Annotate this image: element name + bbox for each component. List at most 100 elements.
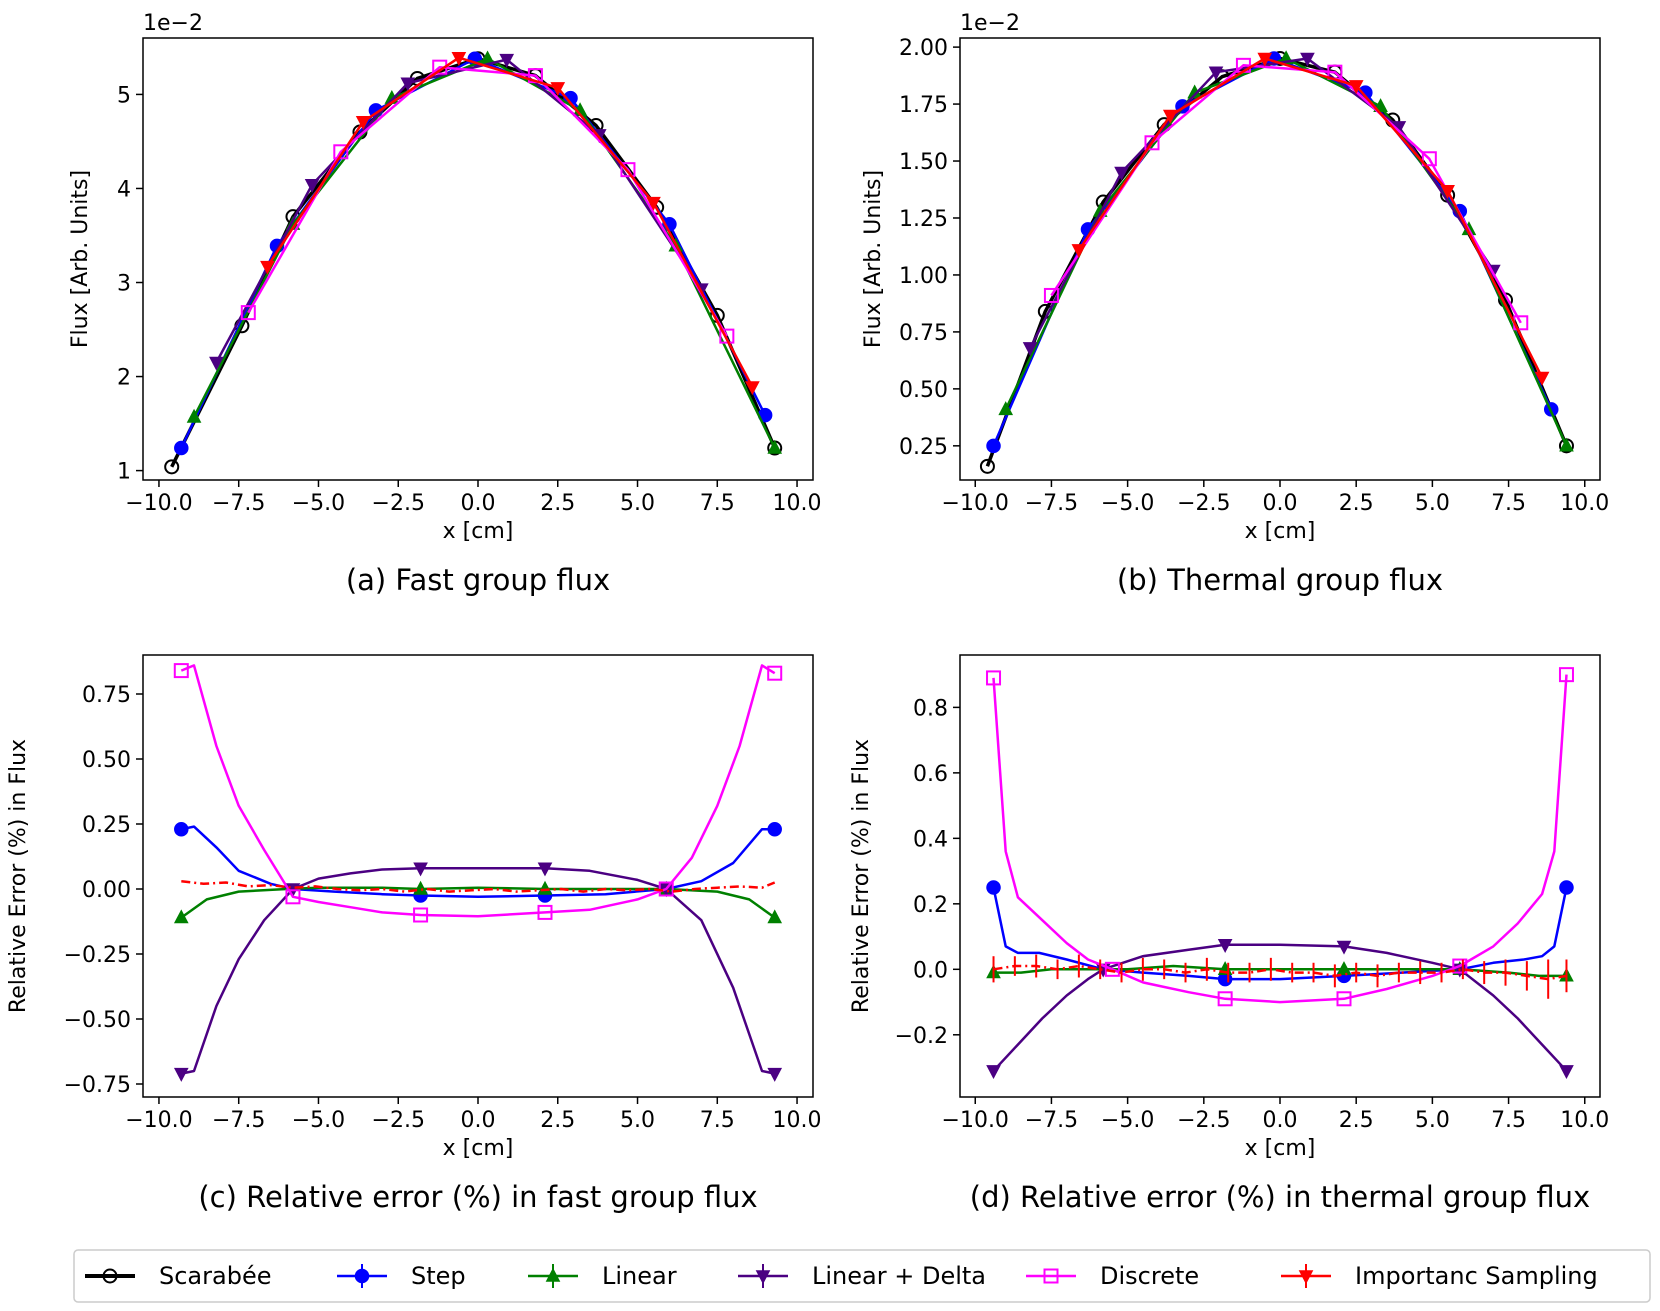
panel-c: −10.0 −7.5 −5.0 −2.5 0.0 2.5 5.0 7.5 10.0 −0.75 −0…: [6, 654, 822, 1214]
legend-label: Discrete: [1100, 1262, 1199, 1290]
x-tick-label: 5.0: [620, 1108, 655, 1133]
legend-marker: [354, 1268, 370, 1284]
x-tick-label: 7.5: [700, 1108, 735, 1133]
data-point-discrete: [240, 305, 256, 321]
y-tick-label: 0.00: [82, 878, 131, 903]
data-point-importanc-sampling: [1534, 371, 1550, 386]
y-tick-label: 1.50: [899, 150, 948, 175]
data-point-linear-delta: [1559, 1065, 1574, 1080]
y-tick-label: 5: [117, 83, 131, 108]
data-point-linear: [1336, 961, 1352, 976]
y-tick-label: −0.50: [64, 1008, 131, 1033]
panel-caption: (b) Thermal group flux: [1117, 563, 1443, 597]
panel-caption: (c) Relative error (%) in fast group flu…: [198, 1180, 757, 1214]
y-tick-label: 0.75: [82, 683, 131, 708]
y-tick-label: 0.2: [913, 893, 948, 918]
data-point-importanc-sampling: [451, 52, 467, 66]
x-tick-label: 0.0: [461, 491, 496, 516]
data-point-discrete: [986, 670, 1002, 686]
panel-b: −10.0 −7.5 −5.0 −2.5 0.0 2.5 5.0 7.5 10.0 0.25 0.5…: [861, 11, 1609, 597]
legend-item-importanc-sampling: Importanc Sampling: [1281, 1262, 1598, 1290]
series-line-linear-delta: [992, 943, 1568, 1072]
data-point-importanc-sampling: [1440, 184, 1455, 199]
data-point-discrete: [719, 328, 735, 344]
y-axis-label: Flux [Arb. Units]: [861, 170, 886, 348]
x-tick-label: −7.5: [1025, 491, 1078, 516]
legend-item-step: Step: [337, 1262, 466, 1290]
x-tick-label: −2.5: [372, 1108, 425, 1133]
legend-marker: [102, 1268, 118, 1284]
data-point-discrete: [333, 144, 349, 160]
data-point-discrete: [1104, 961, 1120, 977]
plot-area: [173, 663, 783, 1082]
legend-item-linear-delta: Linear + Delta: [738, 1262, 986, 1290]
x-tick-label: 0.0: [461, 1108, 496, 1133]
data-point-step: [986, 880, 1001, 895]
panel-caption: (a) Fast group flux: [346, 563, 610, 597]
legend-label: Importanc Sampling: [1355, 1262, 1598, 1290]
data-point-linear-delta: [499, 53, 515, 68]
x-tick-label: 2.5: [540, 491, 575, 516]
y-tick-label: 1.25: [899, 207, 948, 232]
data-point-discrete: [1217, 991, 1233, 1007]
x-tick-label: 0.0: [1263, 1108, 1298, 1133]
data-point-discrete: [537, 904, 553, 920]
x-tick-label: −10.0: [942, 1108, 1009, 1133]
y-tick-label: 4: [117, 177, 131, 202]
data-point-linear: [413, 880, 428, 895]
y-tick-label: 0.75: [899, 321, 948, 346]
data-point-discrete: [1144, 135, 1160, 151]
x-tick-label: 2.5: [1339, 1108, 1374, 1133]
panel-caption: (d) Relative error (%) in thermal group …: [970, 1180, 1590, 1214]
y-tick-label: 0.50: [82, 748, 131, 773]
y-tick-label: 1.75: [899, 93, 948, 118]
y-tick-label: 0.8: [913, 696, 948, 721]
data-point-discrete: [620, 162, 636, 178]
data-point-linear: [767, 439, 783, 454]
plot-area: [979, 50, 1574, 474]
x-tick-label: −10.0: [125, 491, 192, 516]
x-tick-label: −2.5: [1177, 491, 1230, 516]
data-point-linear-delta: [1208, 66, 1224, 81]
x-axis-label: x [cm]: [1245, 1136, 1316, 1161]
legend-box: [73, 1249, 1651, 1303]
data-point-linear-delta: [400, 77, 416, 92]
x-tick-label: 7.5: [1491, 1108, 1526, 1133]
x-tick-label: 5.0: [620, 491, 655, 516]
legend-item-discrete: Discrete: [1026, 1262, 1199, 1290]
x-tick-label: −7.5: [212, 491, 265, 516]
x-tick-label: −2.5: [1177, 1108, 1230, 1133]
data-point-discrete: [1336, 991, 1352, 1007]
data-point-discrete: [413, 907, 429, 923]
data-point-linear-delta: [986, 1065, 1001, 1080]
y-tick-label: 1.00: [899, 264, 948, 289]
legend-item-scarab-e: Scarabée: [85, 1262, 271, 1290]
data-point-discrete: [767, 665, 783, 681]
axis-offset-label: 1e−2: [960, 11, 1020, 36]
data-point-scarab-e: [979, 458, 995, 474]
data-point-linear-delta: [537, 862, 553, 877]
y-tick-label: 3: [117, 272, 131, 297]
data-point-importanc-sampling: [355, 115, 371, 130]
data-point-importanc-sampling: [1071, 244, 1087, 259]
axis-offset-label: 1e−2: [143, 11, 203, 36]
axes-frame: [959, 37, 1601, 481]
x-tick-label: 0.0: [1263, 491, 1298, 516]
data-point-linear: [767, 909, 783, 924]
legend-label: Linear: [602, 1262, 677, 1290]
data-point-importanc-sampling: [1348, 80, 1364, 95]
y-axis-label: Relative Error (%) in Flux: [849, 739, 874, 1013]
x-axis-label: x [cm]: [443, 1136, 514, 1161]
x-tick-label: −5.0: [292, 1108, 345, 1133]
x-tick-label: 10.0: [773, 1108, 822, 1133]
y-tick-label: 0.4: [913, 827, 948, 852]
y-tick-label: 1: [117, 460, 131, 485]
x-tick-label: 7.5: [700, 491, 735, 516]
series-line-importanc-sampling: [1077, 57, 1544, 379]
y-tick-label: 0.25: [899, 435, 948, 460]
legend-item-linear: Linear: [528, 1262, 677, 1290]
y-tick-label: −0.75: [64, 1073, 131, 1098]
data-point-linear-delta: [1217, 939, 1233, 953]
plot-area: [986, 667, 1574, 1080]
